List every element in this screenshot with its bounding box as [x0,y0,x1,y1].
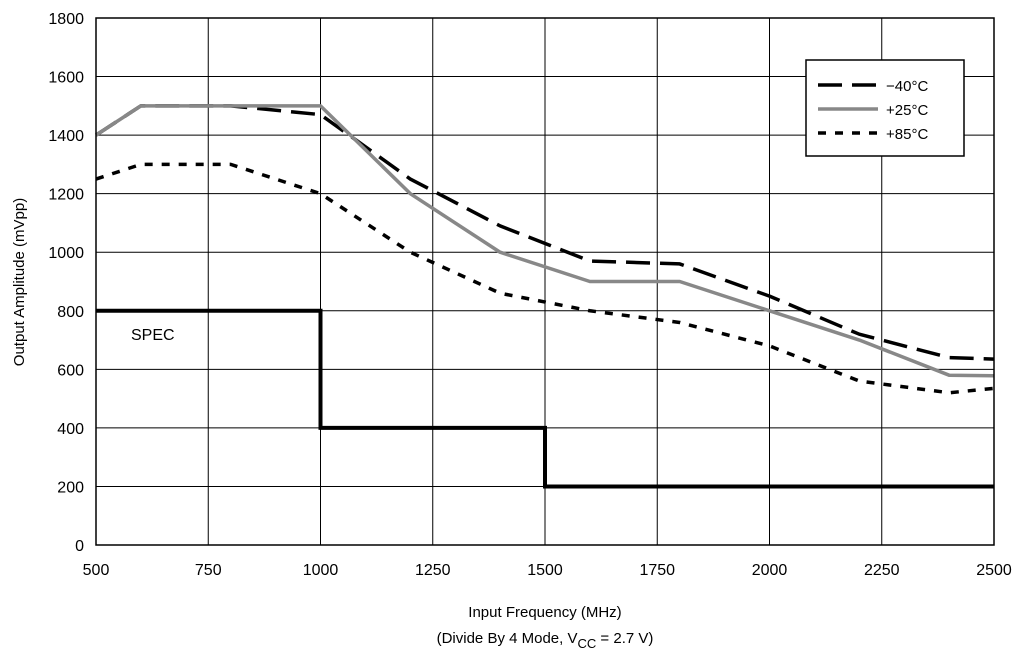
y-tick-label: 800 [57,304,84,321]
x-tick-label: 2000 [752,562,788,579]
subtitle-subscript: CC [577,636,596,651]
series-line-0 [95,104,995,361]
y-tick-label: 600 [57,362,84,379]
y-axis-title: Output Amplitude (mVpp) [11,198,28,366]
series-line-1 [95,104,995,378]
spec-line [96,308,994,489]
x-tick-label: 1000 [303,562,339,579]
series-lines [95,104,995,489]
x-tick-label: 1500 [527,562,563,579]
plot-frame [95,17,995,546]
legend: −40°C +25°C +85°C [805,59,965,157]
series-line-2 [95,162,995,395]
legend-label: +85°C [886,126,928,143]
y-tick-label: 1600 [48,70,84,87]
x-tick-labels: 500 750 1000 1250 1500 1750 2000 2250 2500 [83,562,1012,579]
x-axis-title: Input Frequency (MHz) [468,604,621,621]
x-tick-label: 500 [83,562,110,579]
subtitle-prefix: (Divide By 4 Mode, V [437,630,578,647]
x-tick-label: 1250 [415,562,451,579]
legend-label: +25°C [886,102,928,119]
y-tick-label: 1200 [48,187,84,204]
y-tick-label: 1000 [48,245,84,262]
y-tick-label: 400 [57,421,84,438]
x-tick-label: 1750 [639,562,675,579]
y-tick-label: 1800 [48,11,84,28]
legend-label: −40°C [886,78,928,95]
x-tick-label: 750 [195,562,222,579]
spec-label: SPEC [131,327,175,344]
x-tick-label: 2250 [864,562,900,579]
y-tick-label: 200 [57,479,84,496]
y-tick-label: 0 [75,538,84,555]
y-tick-labels: 0 200 400 600 800 1000 1200 1400 1600 1800 [48,11,84,555]
x-axis-subtitle: (Divide By 4 Mode, VCC = 2.7 V) [437,630,654,651]
subtitle-suffix: = 2.7 V) [596,630,653,647]
x-tick-label: 2500 [976,562,1012,579]
y-tick-label: 1400 [48,128,84,145]
